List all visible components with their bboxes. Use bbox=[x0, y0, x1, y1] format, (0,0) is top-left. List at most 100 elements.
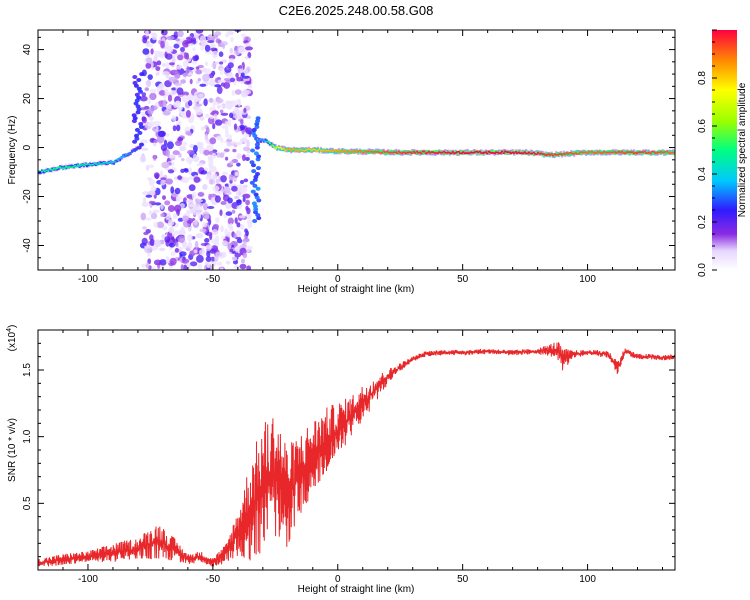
noise-blob bbox=[153, 172, 160, 179]
noise-blob bbox=[162, 110, 171, 116]
column-blob bbox=[138, 125, 144, 129]
trace-cell bbox=[619, 150, 622, 154]
trace-cell bbox=[307, 148, 310, 152]
noise-blob bbox=[234, 114, 242, 120]
noise-blob bbox=[173, 230, 181, 235]
trace-cell bbox=[642, 151, 645, 155]
trace-cell bbox=[424, 152, 427, 155]
trace-cell bbox=[660, 151, 663, 155]
x-tick-label: 0 bbox=[335, 274, 341, 285]
noise-blob bbox=[241, 258, 245, 264]
noise-blob bbox=[145, 217, 152, 221]
trace-cell bbox=[507, 151, 510, 153]
trace-cell bbox=[669, 152, 672, 155]
trace-cell bbox=[532, 151, 535, 154]
x-tick-label: 0 bbox=[335, 574, 341, 585]
noise-blob bbox=[227, 217, 234, 225]
trace-cell bbox=[520, 150, 523, 154]
colorbar-tick-label: 0.8 bbox=[697, 71, 708, 85]
column-blob bbox=[254, 145, 260, 150]
noise-blob bbox=[242, 154, 246, 162]
trace-cell bbox=[576, 150, 579, 154]
trace-cell bbox=[423, 150, 426, 153]
noise-blob bbox=[184, 169, 189, 173]
noise-blob bbox=[220, 201, 227, 205]
trace-cell bbox=[118, 158, 122, 162]
noise-blob bbox=[194, 209, 203, 213]
noise-blob bbox=[229, 248, 234, 253]
trace-cell bbox=[98, 162, 101, 164]
trace-cell bbox=[558, 153, 561, 155]
noise-blob bbox=[182, 141, 188, 146]
svg-text:(x104): (x104) bbox=[6, 325, 18, 352]
column-blob bbox=[252, 177, 258, 182]
trace-cell bbox=[319, 149, 322, 152]
noise-blob bbox=[165, 75, 171, 79]
noise-blob bbox=[160, 144, 167, 152]
colorbar: 0.0 0.2 0.4 0.6 0.8 Normalized spectral ampl… bbox=[697, 29, 748, 277]
trace-cell bbox=[493, 152, 496, 155]
trace-cell bbox=[666, 150, 669, 153]
trace-cell bbox=[526, 150, 529, 154]
noise-blob bbox=[243, 178, 249, 183]
noise-blob bbox=[181, 176, 190, 184]
trace-cell bbox=[477, 151, 480, 155]
trace-cell bbox=[304, 149, 307, 152]
trace-cell bbox=[579, 151, 582, 155]
trace-cell bbox=[95, 163, 98, 165]
trace-cell bbox=[270, 142, 273, 146]
trace-cell bbox=[397, 151, 400, 155]
trace-cell bbox=[582, 151, 585, 154]
noise-blob bbox=[188, 203, 195, 208]
noise-blob bbox=[219, 61, 224, 65]
trace-cell bbox=[62, 167, 65, 169]
noise-blob bbox=[160, 203, 164, 210]
trace-cell bbox=[126, 153, 129, 157]
trace-cell bbox=[490, 152, 493, 154]
noise-blob bbox=[159, 259, 167, 266]
noise-blob bbox=[246, 139, 250, 148]
trace-cell bbox=[574, 152, 577, 154]
noise-blob bbox=[212, 123, 216, 130]
y-tick-label: 20 bbox=[22, 93, 33, 105]
trace-cell bbox=[459, 152, 462, 155]
trace-cell bbox=[360, 150, 363, 153]
noise-blob bbox=[195, 232, 204, 239]
noise-blob bbox=[224, 183, 230, 187]
trace-cell bbox=[355, 149, 358, 153]
trace-cell bbox=[418, 151, 421, 154]
noise-blob bbox=[184, 126, 191, 132]
noise-blob bbox=[234, 171, 239, 177]
trace-cell bbox=[328, 150, 331, 152]
noise-blob bbox=[168, 219, 175, 227]
trace-cell bbox=[303, 149, 306, 152]
noise-blob bbox=[142, 48, 150, 55]
trace-cell bbox=[559, 153, 562, 155]
trace-cell bbox=[673, 151, 675, 154]
spectrogram-panel: -100 -50 0 50 100 40 20 0 -20 -40 Height of stra… bbox=[7, 29, 676, 295]
snr-scale-text: (x10 bbox=[7, 331, 18, 351]
trace-cell bbox=[477, 151, 480, 154]
noise-blob bbox=[140, 139, 147, 144]
trace-cell bbox=[619, 151, 622, 154]
noise-blob bbox=[181, 258, 190, 264]
noise-blob bbox=[143, 231, 149, 236]
trace-cell bbox=[438, 151, 441, 153]
trace-cell bbox=[448, 152, 451, 154]
noise-blob bbox=[150, 48, 154, 55]
noise-blob bbox=[221, 59, 227, 63]
trace-cell bbox=[312, 148, 315, 151]
trace-cell bbox=[292, 148, 295, 151]
trace-cell bbox=[336, 149, 339, 151]
trace-cell bbox=[68, 166, 71, 168]
noise-blob bbox=[192, 47, 196, 52]
trace-cell bbox=[59, 166, 62, 168]
trace-cell bbox=[561, 154, 564, 156]
noise-blob bbox=[141, 116, 147, 124]
noise-blob bbox=[236, 98, 241, 103]
trace-cell bbox=[583, 151, 586, 154]
trace-cell bbox=[361, 149, 364, 154]
noise-blob bbox=[215, 178, 219, 184]
noise-blob bbox=[209, 115, 214, 120]
noise-blob bbox=[227, 197, 233, 204]
